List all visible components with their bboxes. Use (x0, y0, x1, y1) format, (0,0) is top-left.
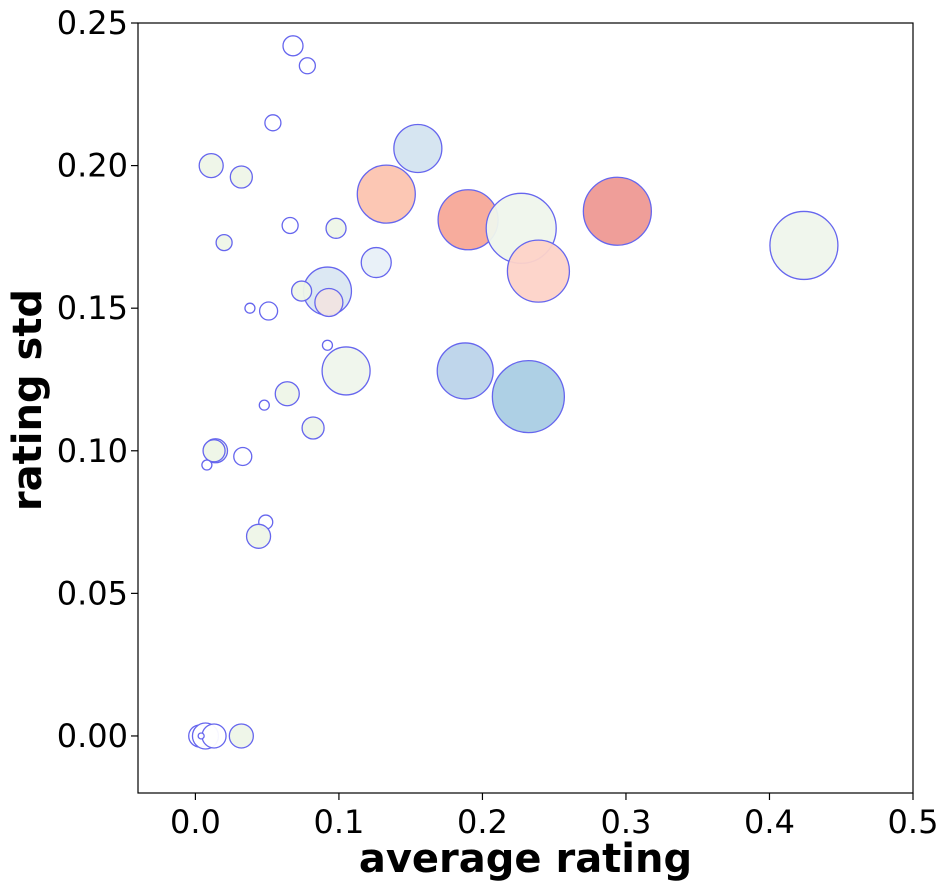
scatter-point-24 (491, 359, 566, 434)
y-tick-label-5: 0.25 (57, 4, 128, 42)
scatter-point-36 (201, 723, 227, 749)
scatter-point-27 (301, 416, 325, 440)
scatter-point-1 (298, 57, 317, 75)
points-layer (188, 35, 839, 750)
x-tick-label-5: 0.5 (888, 803, 939, 841)
scatter-point-22 (436, 342, 494, 400)
y-tick-label-2: 0.10 (57, 432, 128, 470)
x-tick-label-0: 0.0 (170, 803, 221, 841)
y-tick-label-1: 0.05 (57, 574, 128, 612)
x-tick-label-3: 0.3 (601, 803, 652, 841)
y-axis-title: rating std (5, 289, 51, 511)
y-tick-label-3: 0.15 (57, 289, 128, 327)
x-tick-label-2: 0.2 (457, 803, 508, 841)
y-axis-ticks: 0.00 0.05 0.10 0.15 0.20 0.25 (57, 4, 138, 755)
scatter-point-5 (229, 165, 253, 189)
scatter-point-26 (258, 399, 270, 411)
scatter-point-3 (393, 123, 443, 174)
scatter-point-8 (582, 176, 653, 246)
scatter-point-30 (233, 446, 253, 467)
scatter-point-23 (321, 346, 371, 396)
scatter-point-10 (281, 216, 299, 235)
scatter-point-0 (282, 35, 304, 57)
scatter-point-11 (325, 217, 347, 239)
scatter-point-20 (258, 301, 279, 321)
scatter-point-21 (321, 339, 334, 351)
x-tick-label-1: 0.1 (313, 803, 364, 841)
scatter-point-33 (245, 523, 272, 549)
plot-frame (137, 22, 914, 794)
scatter-point-18 (314, 287, 344, 318)
scatter-point-12 (215, 233, 233, 252)
y-tick-label-4: 0.20 (57, 147, 128, 185)
scatter-point-13 (769, 210, 839, 281)
scatter-point-31 (201, 459, 213, 471)
x-tick-label-4: 0.4 (744, 803, 795, 841)
scatter-point-38 (197, 732, 205, 740)
scatter-point-25 (274, 381, 300, 407)
scatter-point-2 (264, 114, 282, 132)
scatter-point-29 (202, 439, 226, 463)
scatter-point-6 (356, 164, 416, 224)
x-axis-ticks: 0.0 0.1 0.2 0.3 0.4 0.5 (170, 793, 938, 841)
scatter-point-4 (198, 152, 224, 179)
x-axis-title: average rating (359, 836, 692, 882)
y-tick-label-0: 0.00 (57, 717, 128, 755)
scatter-point-37 (228, 723, 254, 749)
scatter-point-14 (360, 246, 392, 279)
scatter-point-17 (290, 280, 313, 302)
scatter-point-15 (506, 239, 571, 303)
scatter-point-19 (244, 302, 256, 314)
